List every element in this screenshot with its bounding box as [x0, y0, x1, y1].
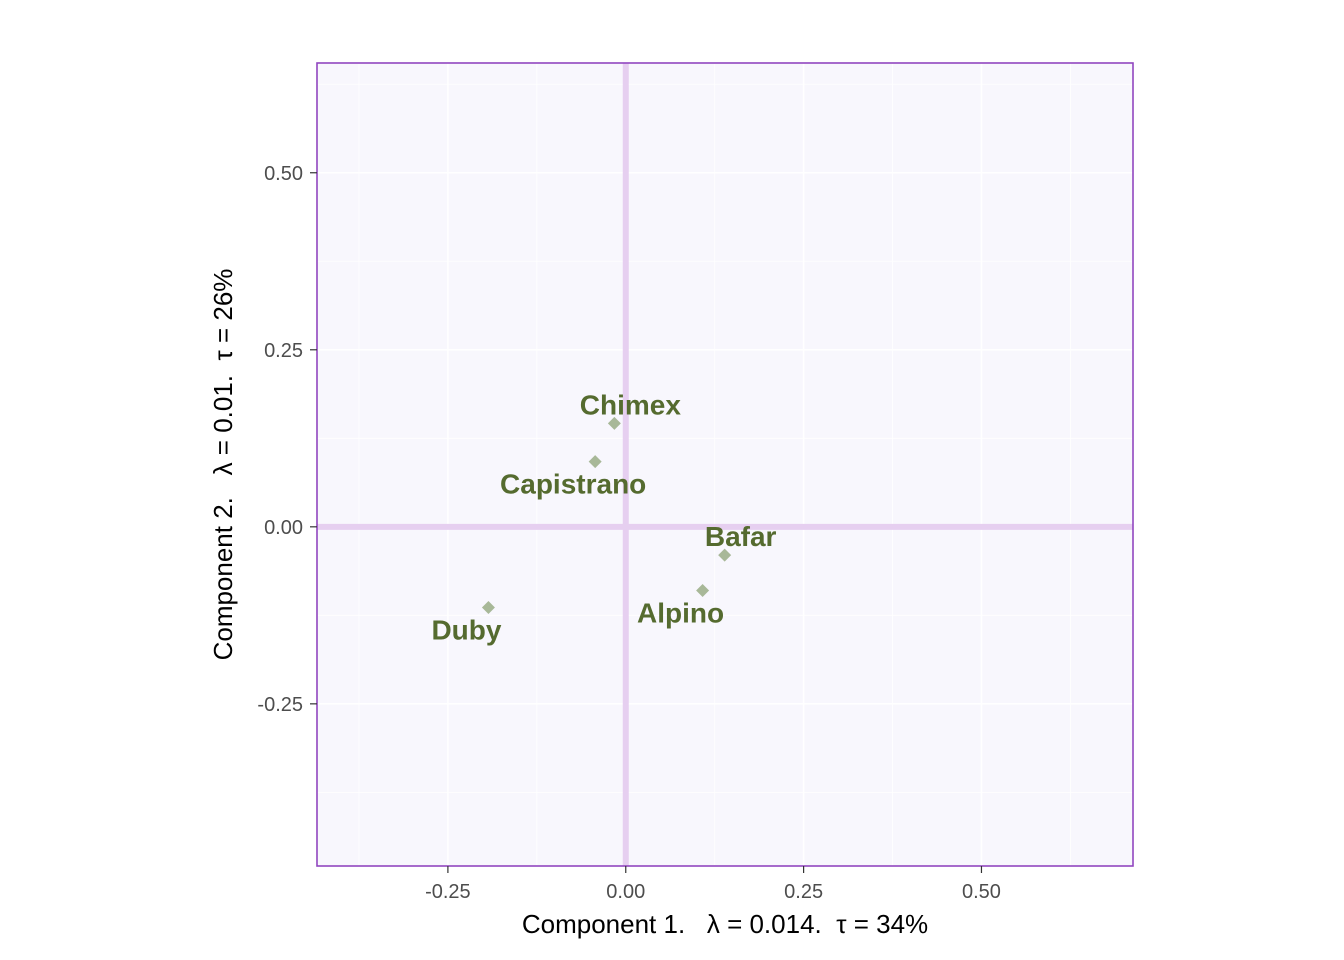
x-tick-label: -0.25	[425, 881, 471, 903]
x-axis-title: Component 1. λ = 0.014. τ = 34%	[522, 909, 928, 939]
data-label-alpino: Alpino	[637, 598, 724, 629]
data-point-capistrano	[588, 455, 602, 469]
data-point-bafar	[718, 548, 732, 562]
x-tick-label: 0.00	[606, 881, 645, 903]
y-tick-label: 0.00	[264, 517, 303, 539]
y-tick-label: 0.50	[264, 163, 303, 185]
x-tick-label: 0.50	[962, 881, 1001, 903]
data-label-duby: Duby	[431, 615, 501, 646]
data-label-capistrano: Capistrano	[500, 469, 646, 500]
data-point-chimex	[607, 416, 621, 430]
axis-ticks: -0.25 0.00 0.25 0.50 -0.25 0.00 0.25 0.50	[257, 163, 1001, 903]
y-tick-label: 0.25	[264, 340, 303, 362]
plot-border	[316, 62, 1134, 867]
data-points	[481, 416, 732, 615]
y-axis-title: Component 2. λ = 0.01. τ = 26%	[208, 269, 238, 661]
y-tick-label: -0.25	[257, 694, 303, 716]
data-label-bafar: Bafar	[705, 521, 777, 552]
data-labels: Chimex Capistrano Bafar Alpino Duby	[431, 389, 776, 645]
data-point-alpino	[696, 584, 710, 598]
x-tick-label: 0.25	[784, 881, 823, 903]
reference-lines	[317, 63, 1133, 866]
plot-panel	[317, 63, 1133, 866]
data-point-duby	[481, 601, 495, 615]
data-label-chimex: Chimex	[580, 389, 682, 420]
